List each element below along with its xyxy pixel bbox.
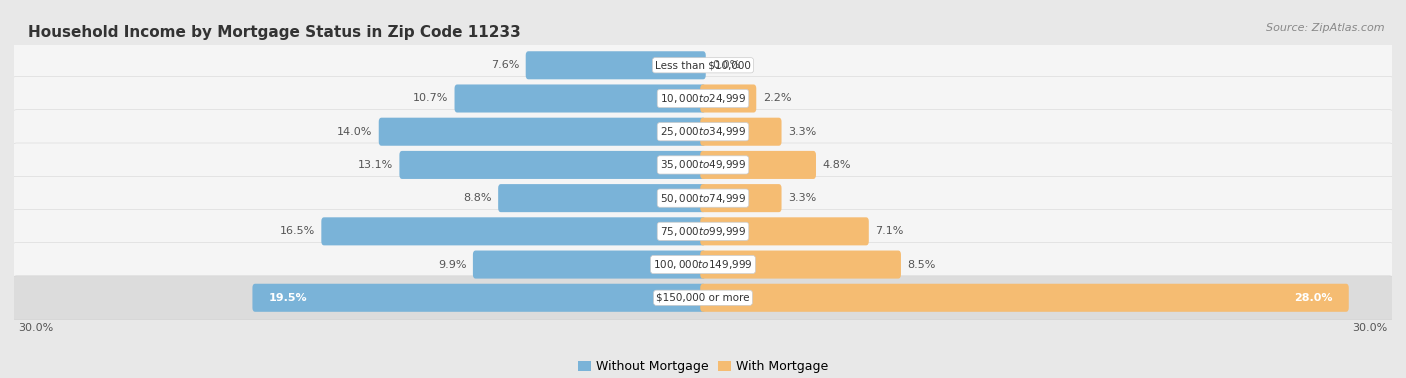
FancyBboxPatch shape xyxy=(322,217,706,245)
FancyBboxPatch shape xyxy=(10,276,1396,320)
Text: 3.3%: 3.3% xyxy=(787,193,817,203)
Text: $75,000 to $99,999: $75,000 to $99,999 xyxy=(659,225,747,238)
Text: Less than $10,000: Less than $10,000 xyxy=(655,60,751,70)
FancyBboxPatch shape xyxy=(253,284,706,312)
FancyBboxPatch shape xyxy=(10,209,1396,253)
Text: 2.2%: 2.2% xyxy=(762,93,792,104)
Text: 14.0%: 14.0% xyxy=(337,127,373,137)
FancyBboxPatch shape xyxy=(10,77,1396,121)
FancyBboxPatch shape xyxy=(454,84,706,113)
Text: 8.5%: 8.5% xyxy=(907,260,936,270)
Text: 13.1%: 13.1% xyxy=(357,160,392,170)
FancyBboxPatch shape xyxy=(498,184,706,212)
FancyBboxPatch shape xyxy=(700,284,1348,312)
FancyBboxPatch shape xyxy=(472,251,706,279)
Legend: Without Mortgage, With Mortgage: Without Mortgage, With Mortgage xyxy=(574,355,832,378)
FancyBboxPatch shape xyxy=(10,176,1396,220)
Text: $10,000 to $24,999: $10,000 to $24,999 xyxy=(659,92,747,105)
FancyBboxPatch shape xyxy=(526,51,706,79)
Text: 7.6%: 7.6% xyxy=(491,60,519,70)
FancyBboxPatch shape xyxy=(10,110,1396,153)
FancyBboxPatch shape xyxy=(378,118,706,146)
Text: 28.0%: 28.0% xyxy=(1294,293,1333,303)
FancyBboxPatch shape xyxy=(700,217,869,245)
FancyBboxPatch shape xyxy=(399,151,706,179)
FancyBboxPatch shape xyxy=(700,184,782,212)
Text: 30.0%: 30.0% xyxy=(1353,323,1388,333)
FancyBboxPatch shape xyxy=(700,84,756,113)
Text: 16.5%: 16.5% xyxy=(280,226,315,236)
Text: 4.8%: 4.8% xyxy=(823,160,851,170)
Text: 30.0%: 30.0% xyxy=(18,323,53,333)
FancyBboxPatch shape xyxy=(700,251,901,279)
Text: 10.7%: 10.7% xyxy=(413,93,449,104)
FancyBboxPatch shape xyxy=(10,243,1396,287)
Text: 9.9%: 9.9% xyxy=(437,260,467,270)
Text: $100,000 to $149,999: $100,000 to $149,999 xyxy=(654,258,752,271)
Text: $25,000 to $34,999: $25,000 to $34,999 xyxy=(659,125,747,138)
Text: 7.1%: 7.1% xyxy=(875,226,904,236)
Text: 8.8%: 8.8% xyxy=(463,193,492,203)
FancyBboxPatch shape xyxy=(10,43,1396,87)
Text: $35,000 to $49,999: $35,000 to $49,999 xyxy=(659,158,747,171)
Text: Household Income by Mortgage Status in Zip Code 11233: Household Income by Mortgage Status in Z… xyxy=(28,25,520,40)
Text: 0.0%: 0.0% xyxy=(713,60,741,70)
Text: Source: ZipAtlas.com: Source: ZipAtlas.com xyxy=(1267,23,1385,33)
FancyBboxPatch shape xyxy=(10,143,1396,187)
Text: 3.3%: 3.3% xyxy=(787,127,817,137)
FancyBboxPatch shape xyxy=(700,118,782,146)
Text: $150,000 or more: $150,000 or more xyxy=(657,293,749,303)
FancyBboxPatch shape xyxy=(700,151,815,179)
Text: 19.5%: 19.5% xyxy=(269,293,308,303)
Text: $50,000 to $74,999: $50,000 to $74,999 xyxy=(659,192,747,204)
